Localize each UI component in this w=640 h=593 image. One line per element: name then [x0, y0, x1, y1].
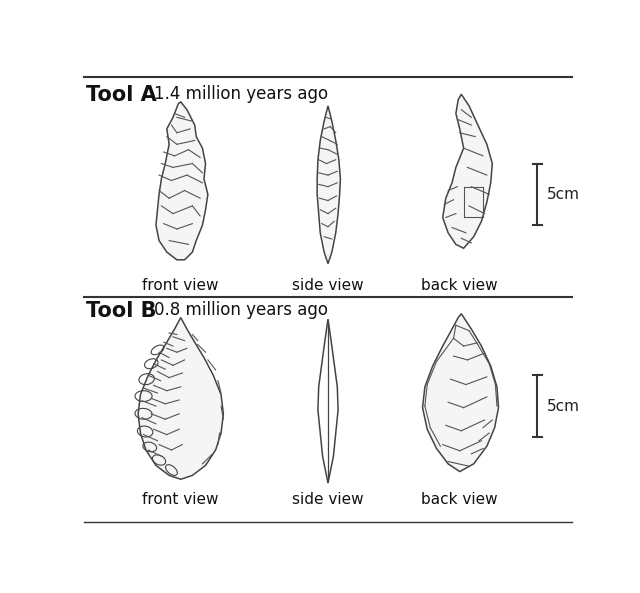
Text: front view: front view — [143, 492, 219, 508]
Polygon shape — [138, 318, 223, 479]
Text: front view: front view — [143, 278, 219, 292]
Polygon shape — [318, 319, 338, 483]
Text: 0.8 million years ago: 0.8 million years ago — [154, 301, 328, 318]
Text: back view: back view — [421, 278, 498, 292]
Text: back view: back view — [421, 492, 498, 508]
Text: 5cm: 5cm — [547, 187, 580, 202]
Text: Tool A: Tool A — [86, 85, 157, 105]
Text: Tool B: Tool B — [86, 301, 157, 321]
Polygon shape — [317, 106, 340, 264]
Text: 1.4 million years ago: 1.4 million years ago — [154, 85, 328, 103]
Text: side view: side view — [292, 278, 364, 292]
Text: 5cm: 5cm — [547, 398, 580, 413]
Polygon shape — [422, 314, 499, 471]
Text: side view: side view — [292, 492, 364, 508]
Polygon shape — [443, 94, 492, 248]
Polygon shape — [156, 102, 208, 260]
